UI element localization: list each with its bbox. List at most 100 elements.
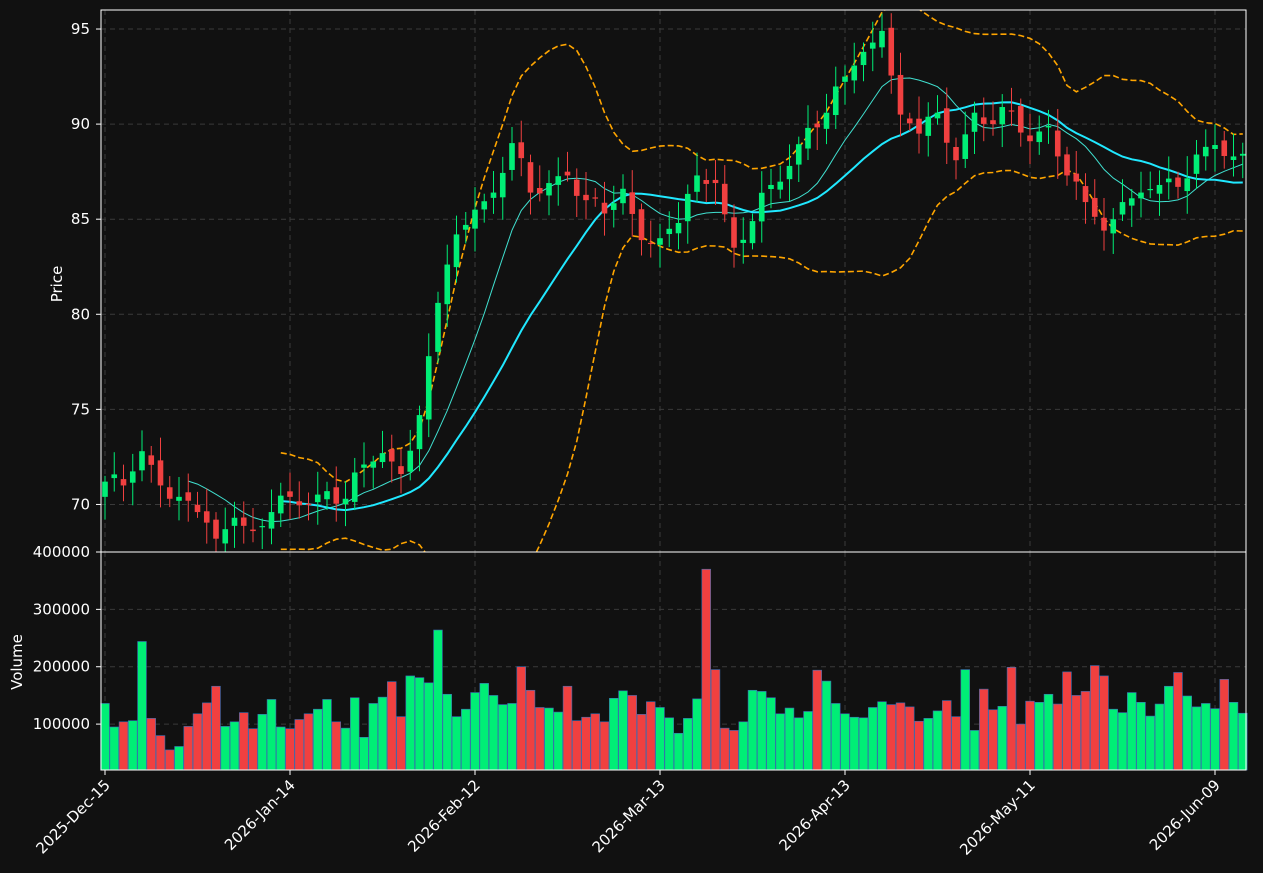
- candle-body: [703, 180, 710, 184]
- volume-bar: [128, 720, 138, 771]
- volume-bar: [738, 721, 748, 771]
- candle-body: [472, 209, 478, 229]
- volume-bar: [257, 714, 267, 771]
- volume-bar: [1006, 667, 1017, 771]
- price-y-tick-label: 90: [71, 115, 90, 133]
- candle-body: [240, 517, 247, 526]
- candle-body: [564, 171, 571, 176]
- candle-body: [176, 496, 182, 501]
- candle-body: [287, 491, 293, 497]
- volume-bar: [118, 721, 129, 771]
- candle-body: [509, 143, 515, 170]
- candle-body: [583, 194, 589, 201]
- candle-body: [731, 217, 737, 248]
- candle-body: [943, 108, 950, 143]
- candle-body: [897, 74, 904, 115]
- volume-bar: [1191, 706, 1202, 771]
- volume-bar: [387, 681, 397, 771]
- volume-bar: [359, 736, 369, 771]
- price-y-tick-label: 75: [71, 400, 90, 418]
- price-y-tick-label: 95: [71, 20, 90, 38]
- volume-axis-title: Volume: [8, 634, 26, 690]
- volume-bar: [1145, 715, 1155, 771]
- candle-body: [953, 147, 959, 161]
- candle-body: [749, 221, 756, 244]
- candle-body: [860, 51, 867, 66]
- volume-bar: [451, 716, 462, 771]
- candle-body: [379, 453, 386, 463]
- candle-body: [601, 202, 608, 214]
- volume-bar: [664, 717, 674, 771]
- candle-body: [407, 450, 414, 472]
- candle-body: [435, 302, 441, 352]
- candle-body: [925, 116, 932, 136]
- volume-bar: [979, 688, 989, 771]
- candle-body: [1008, 110, 1015, 112]
- candle-body: [879, 30, 885, 48]
- volume-bar: [1228, 702, 1239, 771]
- candle-body: [916, 118, 922, 134]
- volume-bar: [572, 720, 582, 771]
- candle-body: [786, 165, 793, 180]
- volume-bar: [183, 726, 193, 771]
- volume-y-ticks: 100000 200000 300000 400000: [33, 543, 101, 733]
- candle-body: [490, 192, 497, 198]
- volume-bar: [1173, 672, 1183, 771]
- candle-body: [277, 495, 284, 514]
- candle-body: [1054, 130, 1061, 157]
- volume-bar: [100, 703, 110, 771]
- volume-bar: [599, 721, 610, 771]
- candle-body: [102, 481, 108, 497]
- volume-panel-frame: [100, 551, 1247, 771]
- volume-bar: [923, 718, 933, 771]
- candle-body: [1073, 173, 1080, 182]
- candle-body: [1202, 146, 1209, 157]
- candle-body: [518, 142, 525, 159]
- volume-bar: [692, 698, 702, 771]
- candle-body: [647, 242, 654, 245]
- candle-body: [120, 479, 127, 486]
- candle-body: [1027, 135, 1033, 142]
- volume-bar: [155, 735, 166, 771]
- volume-bar: [951, 716, 961, 771]
- volume-bar: [609, 697, 619, 771]
- candle-body: [1119, 202, 1126, 215]
- volume-bar: [1127, 692, 1137, 771]
- volume-bar: [1071, 695, 1081, 771]
- candle-body: [814, 123, 821, 128]
- candle-body: [268, 512, 275, 529]
- candle-body: [481, 201, 488, 210]
- volume-y-tick-label: 100000: [33, 715, 90, 733]
- candle-body: [962, 134, 969, 159]
- candle-body: [999, 107, 1006, 125]
- volume-bar: [997, 706, 1007, 771]
- volume-bar: [276, 726, 286, 771]
- volume-bar: [109, 726, 119, 771]
- volume-bar: [932, 710, 943, 771]
- candle-body: [675, 222, 682, 234]
- volume-bar: [886, 704, 896, 771]
- candle-body: [1091, 197, 1098, 217]
- volume-bar: [1025, 700, 1035, 771]
- candle-body: [869, 42, 876, 49]
- candle-body: [139, 451, 145, 471]
- candle-body: [555, 176, 562, 185]
- candle-body: [1082, 186, 1089, 203]
- short-moving-average-line: [188, 77, 1243, 523]
- volume-bar: [784, 707, 795, 771]
- volume-bar: [470, 692, 480, 771]
- volume-bar: [525, 689, 536, 771]
- candle-body: [740, 239, 747, 243]
- candle-body: [971, 112, 978, 132]
- price-y-tick-label: 70: [71, 495, 90, 513]
- volume-bar: [775, 713, 785, 771]
- candle-body: [194, 504, 201, 513]
- candle-body: [453, 234, 460, 268]
- volume-bar: [220, 726, 230, 771]
- candle-body: [1193, 154, 1200, 174]
- volume-bar: [303, 713, 314, 771]
- candle-body: [795, 144, 802, 165]
- candle-body: [231, 517, 238, 526]
- candle-body: [666, 228, 673, 235]
- volume-bar: [174, 746, 184, 771]
